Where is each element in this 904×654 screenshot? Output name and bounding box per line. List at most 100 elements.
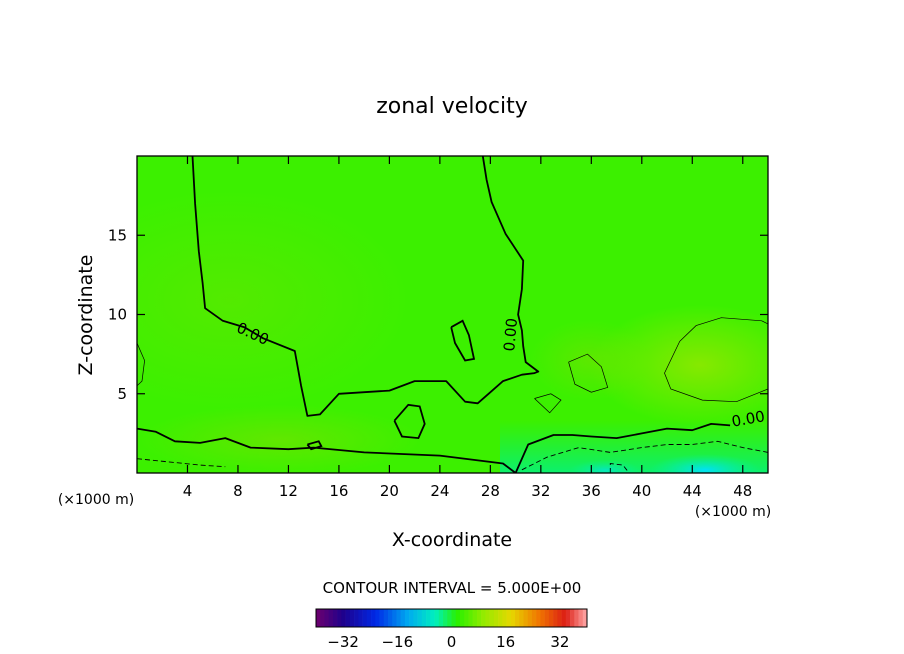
colorbar-segment <box>527 609 533 627</box>
colorbar-segment <box>578 609 584 627</box>
colorbar-segment <box>316 609 321 627</box>
y-tick-label: 5 <box>117 385 127 403</box>
colorbar-segment <box>519 609 524 627</box>
colorbar-segment <box>574 609 579 627</box>
colorbar-segment <box>426 609 431 627</box>
zero-contour-main <box>191 156 540 417</box>
colorbar <box>315 608 588 628</box>
colorbar-segment <box>498 609 503 627</box>
x-tick-label: 36 <box>582 482 601 500</box>
colorbar-tick-label: 32 <box>550 633 569 651</box>
dashed-contour <box>521 440 768 471</box>
colorbar-segment <box>383 609 389 627</box>
colorbar-segment <box>523 609 529 627</box>
colorbar-segment <box>366 609 372 627</box>
colorbar-segment <box>472 609 478 627</box>
colorbar-frame <box>315 608 588 628</box>
zero-contour-island <box>393 403 426 440</box>
colorbar-segment <box>544 609 550 627</box>
velocity-field-shading <box>137 190 768 473</box>
colorbar-segment <box>320 609 325 627</box>
colorbar-segment <box>434 609 440 627</box>
colorbar-segment <box>476 609 482 627</box>
zero-contour-lower <box>137 423 731 473</box>
colorbar-segment <box>464 609 469 627</box>
x-axis-label: X-coordinate <box>392 529 512 551</box>
colorbar-segment <box>459 609 465 627</box>
plot-area: 0.00 0.000.00 4 8 12 16 20 24 28 32 36 40 44 48 5101… <box>108 155 769 500</box>
colorbar-segment <box>362 609 368 627</box>
contour-label: 0.00 <box>500 317 521 352</box>
colorbar-segment <box>396 609 401 627</box>
chart-title: zonal velocity <box>376 94 528 119</box>
colorbar-segment <box>430 609 435 627</box>
colorbar-segment <box>570 609 575 627</box>
colorbar-segment <box>400 609 406 627</box>
dashed-contour <box>137 458 226 468</box>
thin-contour <box>568 353 609 393</box>
colorbar-tick-label: 0 <box>447 633 457 651</box>
x-unit-right: (×1000 m) <box>695 504 771 520</box>
colorbar-segment <box>451 609 457 627</box>
colorbar-segment <box>553 609 558 627</box>
x-axis-ticks: 4 8 12 16 20 24 28 32 36 40 44 48 <box>183 156 752 500</box>
colorbar-segment <box>404 609 410 627</box>
x-tick-label: 16 <box>329 482 348 500</box>
colorbar-segment <box>345 609 351 627</box>
colorbar-tick-labels: −32 −16 0 16 32 <box>327 633 569 651</box>
colorbar-segment <box>481 609 486 627</box>
colorbar-segment <box>324 609 329 627</box>
x-unit-left: (×1000 m) <box>58 492 134 508</box>
shade-bottom-cyan <box>650 454 760 473</box>
colorbar-segment <box>485 609 490 627</box>
colorbar-segment <box>421 609 427 627</box>
colorbar-segment <box>358 609 363 627</box>
colorbar-segment <box>332 609 338 627</box>
colorbar-tick-label: 16 <box>496 633 515 651</box>
colorbar-segment <box>510 609 516 627</box>
x-tick-label: 8 <box>233 482 243 500</box>
x-tick-label: 32 <box>531 482 550 500</box>
colorbar-segment <box>447 609 452 627</box>
colorbar-segment <box>371 609 376 627</box>
colorbar-segment <box>337 609 342 627</box>
shade-center-right <box>530 320 650 400</box>
x-tick-label: 12 <box>279 482 298 500</box>
colorbar-segment <box>489 609 495 627</box>
colorbar-segment <box>375 609 380 627</box>
x-tick-label: 4 <box>183 482 193 500</box>
x-tick-label: 28 <box>481 482 500 500</box>
colorbar-segment <box>548 609 554 627</box>
colorbar-segment <box>565 609 571 627</box>
shade-upper-left-yellow <box>137 190 410 410</box>
colorbar-segment <box>468 609 473 627</box>
x-tick-label: 24 <box>430 482 449 500</box>
shade-lower-left <box>140 405 420 473</box>
colorbar-segment <box>515 609 520 627</box>
colorbar-segment <box>417 609 423 627</box>
colorbar-segment <box>387 609 393 627</box>
y-tick-label: 15 <box>108 226 127 244</box>
colorbar-segment <box>582 609 588 627</box>
x-tick-label: 40 <box>632 482 651 500</box>
colorbar-segment <box>536 609 541 627</box>
colorbar-segment <box>506 609 512 627</box>
contour-lines <box>137 156 768 473</box>
x-tick-label: 20 <box>380 482 399 500</box>
colorbar-tick-label: −16 <box>381 633 413 651</box>
zero-contour-island <box>450 319 476 362</box>
thin-contour <box>534 393 562 414</box>
zero-contour-island <box>306 440 323 451</box>
shade-bottom-cyan-2 <box>570 460 640 473</box>
colorbar-segment <box>413 609 418 627</box>
colorbar-segment <box>493 609 499 627</box>
colorbar-segment <box>455 609 461 627</box>
colorbar-segment <box>409 609 414 627</box>
y-axis-ticks: 5 10 15 <box>108 226 768 403</box>
thin-contour <box>137 342 145 387</box>
colorbar-segment <box>557 609 562 627</box>
contour-interval-text: CONTOUR INTERVAL = 5.000E+00 <box>323 579 582 597</box>
colorbar-segment <box>561 609 567 627</box>
colorbar-segment <box>443 609 448 627</box>
